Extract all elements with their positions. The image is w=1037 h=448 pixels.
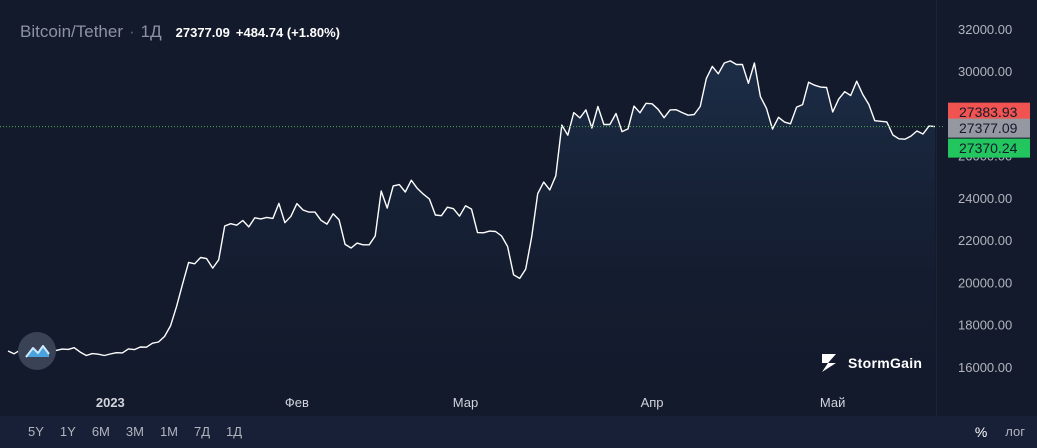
x-tick-label: Апр bbox=[641, 395, 664, 410]
range-button[interactable]: 6M bbox=[91, 424, 110, 439]
brand-name: StormGain bbox=[848, 355, 923, 371]
y-tick-label: 24000.00 bbox=[958, 191, 1012, 206]
ask-price-label-bg bbox=[948, 102, 1030, 122]
y-tick-label: 30000.00 bbox=[958, 64, 1012, 79]
x-tick-label: 2023 bbox=[96, 395, 125, 410]
range-button-group: 5Y 1Y 6M 3M 1M 7Д 1Д bbox=[20, 421, 250, 443]
stormgain-logo-icon bbox=[822, 354, 836, 372]
range-button[interactable]: 1M bbox=[159, 424, 178, 439]
price-series-line[interactable] bbox=[7, 60, 936, 359]
bid-price-label-bg bbox=[948, 138, 1030, 158]
bid-price-label: 27370.24 bbox=[948, 138, 1030, 158]
ask-price-label: 27383.93 bbox=[948, 102, 1030, 122]
timeframe-label[interactable]: 1Д bbox=[140, 22, 162, 41]
x-tick-label: Фев bbox=[285, 395, 309, 410]
range-button[interactable]: 3M bbox=[125, 424, 144, 439]
x-tick-label: Май bbox=[820, 395, 845, 410]
chart-header: Bitcoin/Tether · 1Д 27377.09 +484.74 (+1… bbox=[20, 22, 340, 42]
ask-price-label-text: 27383.93 bbox=[959, 104, 1018, 120]
range-button[interactable]: 7Д bbox=[194, 424, 211, 439]
price-change: +484.74 (+1.80%) bbox=[235, 25, 340, 40]
scale-mode-group: % лог bbox=[975, 421, 1025, 443]
last-price-label-text: 27377.09 bbox=[959, 120, 1018, 136]
y-tick-label: 18000.00 bbox=[958, 318, 1012, 333]
range-button[interactable]: 1Д bbox=[226, 424, 243, 439]
y-tick-label: 32000.00 bbox=[958, 22, 1012, 37]
range-button[interactable]: 5Y bbox=[28, 424, 44, 439]
y-tick-label: 22000.00 bbox=[958, 233, 1012, 248]
header-separator: · bbox=[129, 22, 135, 41]
last-price-label-bg bbox=[948, 118, 1030, 138]
y-tick-label: 20000.00 bbox=[958, 275, 1012, 290]
chart-logo-button[interactable] bbox=[18, 332, 56, 370]
current-price: 27377.09 bbox=[175, 25, 230, 40]
percent-scale-toggle[interactable]: % bbox=[974, 424, 988, 440]
x-tick-label: Мар bbox=[453, 395, 478, 410]
symbol-name[interactable]: Bitcoin/Tether bbox=[20, 22, 123, 41]
last-price-label: 27377.09 bbox=[948, 118, 1030, 138]
price-scale-divider bbox=[936, 0, 937, 416]
bottom-toolbar: 5Y 1Y 6M 3M 1M 7Д 1Д % лог bbox=[0, 416, 1037, 448]
range-button[interactable]: 1Y bbox=[59, 424, 76, 439]
mountain-chart-icon bbox=[25, 345, 50, 358]
bid-price-label-text: 27370.24 bbox=[959, 140, 1018, 156]
price-area-fill bbox=[8, 60, 935, 417]
y-tick-label: 16000.00 bbox=[958, 360, 1012, 375]
stormgain-branding: StormGain bbox=[818, 352, 922, 374]
log-scale-toggle[interactable]: лог bbox=[1005, 424, 1025, 439]
